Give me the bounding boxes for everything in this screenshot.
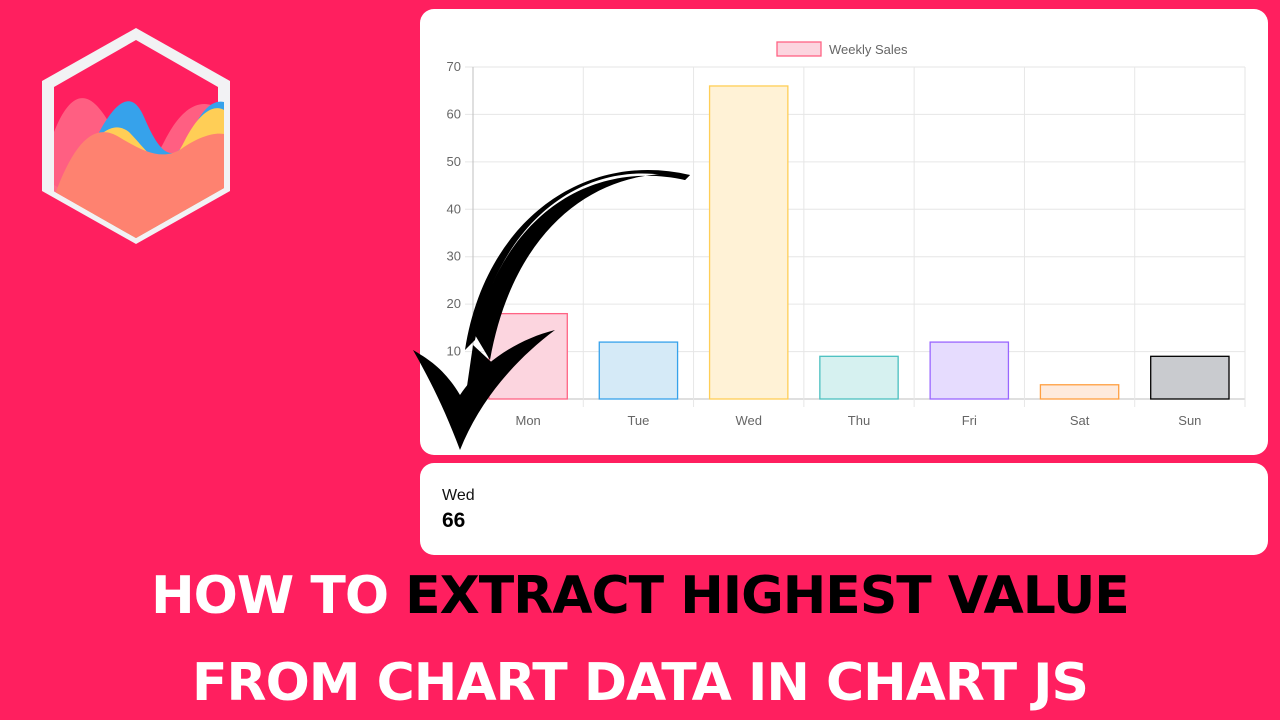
legend-swatch xyxy=(776,41,822,57)
y-tick-label: 30 xyxy=(447,249,461,264)
highest-value: 66 xyxy=(442,509,466,532)
headline-white-part: HOW TO xyxy=(151,566,406,626)
x-tick-label: Sun xyxy=(1178,413,1201,428)
result-card: Wed 66 xyxy=(420,463,1268,555)
bar-thu[interactable] xyxy=(819,355,899,400)
bar-fri[interactable] xyxy=(929,341,1010,400)
x-tick-label: Mon xyxy=(515,413,540,428)
y-tick-label: 70 xyxy=(447,59,461,74)
x-tick-label: Fri xyxy=(962,413,977,428)
axes: 010203040506070MonTueWedThuFriSatSun xyxy=(447,59,1202,428)
x-tick-label: Wed xyxy=(735,413,762,428)
bar-sat[interactable] xyxy=(1039,384,1120,400)
y-tick-label: 50 xyxy=(447,154,461,169)
x-tick-label: Sat xyxy=(1070,413,1090,428)
headline-line-1: HOW TO EXTRACT HIGHEST VALUE xyxy=(0,566,1280,626)
y-tick-label: 20 xyxy=(447,296,461,311)
y-tick-label: 10 xyxy=(447,344,461,359)
y-tick-label: 60 xyxy=(447,106,461,121)
x-tick-label: Tue xyxy=(627,413,649,428)
bar-sun[interactable] xyxy=(1150,355,1230,400)
headline-black-part: EXTRACT HIGHEST VALUE xyxy=(405,566,1130,626)
curved-arrow-icon xyxy=(405,160,705,460)
highest-label: Wed xyxy=(442,487,475,504)
legend-label: Weekly Sales xyxy=(829,42,908,57)
chartjs-logo-icon xyxy=(34,22,238,250)
x-tick-label: Thu xyxy=(848,413,870,428)
chart-legend[interactable]: Weekly Sales xyxy=(776,41,908,57)
headline-line-2: FROM CHART DATA IN CHART JS xyxy=(192,653,1089,713)
bar-tue[interactable] xyxy=(598,341,679,400)
y-tick-label: 40 xyxy=(447,201,461,216)
bar-wed[interactable] xyxy=(708,85,789,400)
grid-lines xyxy=(465,66,1246,407)
